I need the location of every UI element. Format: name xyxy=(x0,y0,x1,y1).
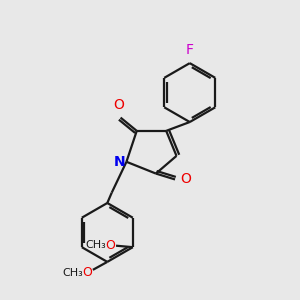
Text: O: O xyxy=(82,266,92,279)
Text: N: N xyxy=(114,155,126,169)
Text: F: F xyxy=(186,43,194,57)
Text: O: O xyxy=(180,172,191,186)
Text: O: O xyxy=(114,98,124,112)
Text: O: O xyxy=(105,238,115,252)
Text: CH₃: CH₃ xyxy=(85,240,106,250)
Text: CH₃: CH₃ xyxy=(62,268,83,278)
